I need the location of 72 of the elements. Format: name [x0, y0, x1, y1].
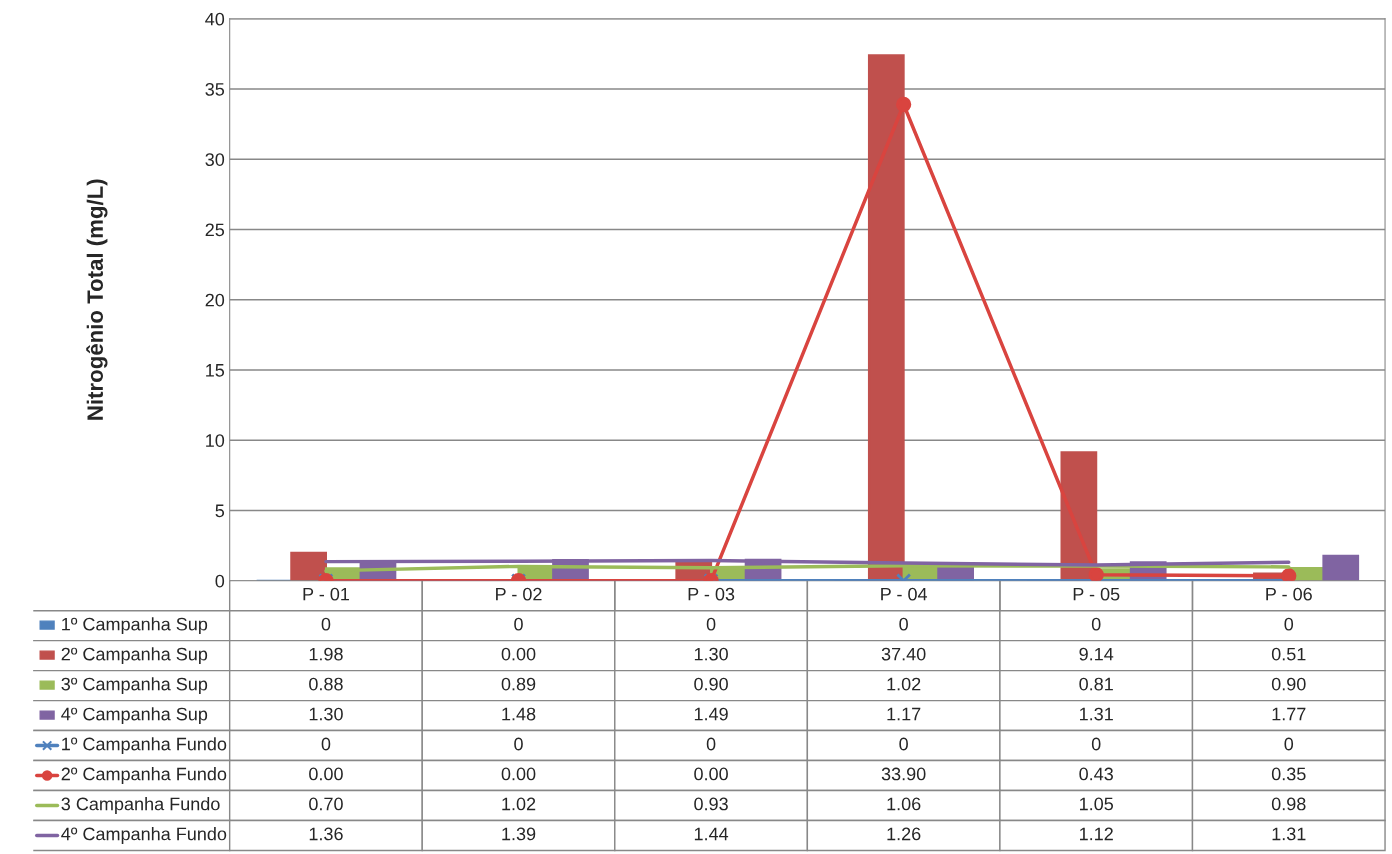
data-label: 0.93 — [694, 797, 728, 811]
data-label: 0 — [706, 737, 716, 751]
data-label: 1.39 — [502, 827, 536, 841]
x-tick-label: P - 01 — [303, 587, 350, 601]
legend-label: 4º Campanha Fundo — [61, 827, 227, 844]
data-label: 1.98 — [309, 647, 343, 661]
legend-label: 1º Campanha Sup — [62, 617, 208, 635]
data-label: 1.02 — [887, 677, 921, 691]
data-label: 0.00 — [309, 767, 343, 781]
data-label: 0 — [1091, 617, 1101, 631]
x-tick-label: P - 06 — [1266, 587, 1312, 601]
data-label: 33.90 — [881, 767, 926, 781]
data-label: 1.30 — [309, 707, 343, 721]
data-label: 1.31 — [1272, 827, 1306, 841]
data-label: 0 — [706, 617, 716, 631]
data-label: 1.06 — [887, 797, 921, 811]
y-axis-title: Nitrogênio Total (mg/L) — [86, 179, 108, 420]
x-tick-label: P - 02 — [496, 587, 542, 601]
data-label: 1.12 — [1080, 827, 1113, 841]
data-label: 0.51 — [1271, 647, 1306, 661]
data-label: 1.05 — [1080, 797, 1114, 811]
legend-label: 1º Campanha Fundo — [62, 737, 227, 754]
legend-label: 4º Campanha Sup — [61, 707, 208, 724]
data-label: 0 — [514, 617, 523, 631]
legend-label: 3 Campanha Fundo — [61, 797, 220, 814]
y-tick-label: 15 — [206, 364, 225, 377]
y-tick-label: 30 — [205, 153, 225, 166]
legend-label: 3º Campanha Sup — [61, 677, 208, 695]
data-label: 0.81 — [1079, 677, 1113, 691]
data-label: 0.89 — [501, 677, 536, 691]
y-tick-label: 35 — [205, 82, 225, 96]
data-label: 0 — [321, 737, 331, 751]
x-tick-label: P - 04 — [881, 587, 928, 601]
data-label: 0.90 — [1271, 677, 1306, 691]
data-label: 0.90 — [694, 677, 728, 691]
data-label: 0 — [1284, 737, 1294, 751]
data-label: 1.02 — [502, 797, 536, 811]
data-label: 0.35 — [1271, 767, 1306, 781]
y-tick-label: 0 — [215, 574, 225, 588]
data-label: 0.88 — [309, 677, 343, 691]
data-label: 1.36 — [309, 827, 343, 841]
data-label: 9.14 — [1079, 647, 1114, 661]
legend-label: 2º Campanha Sup — [61, 647, 208, 665]
data-label: 0.98 — [1271, 797, 1306, 811]
y-tick-label: 10 — [206, 434, 225, 447]
data-label: 1.49 — [694, 707, 728, 721]
data-label: 1.48 — [502, 707, 536, 721]
data-label: 0.00 — [501, 647, 536, 661]
y-tick-label: 5 — [215, 504, 225, 518]
data-label: 37.40 — [881, 647, 926, 661]
data-label: 0 — [514, 737, 523, 751]
data-label: 0 — [899, 737, 908, 751]
y-tick-label: 40 — [205, 12, 225, 26]
data-label: 0.43 — [1079, 767, 1113, 781]
y-tick-label: 20 — [205, 293, 225, 307]
data-label: 0 — [321, 617, 331, 631]
data-label: 0 — [1284, 617, 1294, 631]
data-label: 0.70 — [309, 797, 343, 811]
legend-label: 2º Campanha Fundo — [61, 767, 227, 784]
data-label: 1.17 — [887, 707, 921, 721]
data-label: 1.31 — [1080, 707, 1113, 721]
data-label: 0.00 — [694, 767, 728, 781]
data-label: 0 — [899, 617, 908, 631]
data-label: 1.44 — [694, 827, 729, 841]
data-label: 1.77 — [1272, 707, 1306, 721]
data-label: 1.30 — [694, 647, 728, 661]
x-tick-label: P - 03 — [688, 587, 735, 601]
data-label: 0 — [1091, 737, 1101, 751]
data-label: 0.00 — [501, 767, 536, 781]
x-tick-label: P - 05 — [1073, 587, 1120, 601]
data-label: 1.26 — [887, 827, 921, 841]
y-tick-label: 25 — [205, 223, 225, 237]
